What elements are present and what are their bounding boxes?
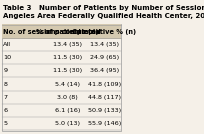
Text: Angeles Area Federally Qualified Health Center, 2015-2016: Angeles Area Federally Qualified Health … xyxy=(3,13,204,19)
Text: 11.5 (30): 11.5 (30) xyxy=(53,55,82,60)
Text: 9: 9 xyxy=(3,68,7,73)
Text: All: All xyxy=(3,42,11,47)
Text: 44.8 (117): 44.8 (117) xyxy=(88,95,121,100)
Text: 13.4 (35): 13.4 (35) xyxy=(53,42,82,47)
Text: 50.9 (133): 50.9 (133) xyxy=(88,108,121,113)
Text: 6: 6 xyxy=(3,108,7,113)
Text: 55.9 (146): 55.9 (146) xyxy=(88,121,121,126)
Text: 41.8 (109): 41.8 (109) xyxy=(88,82,121,87)
Text: 5: 5 xyxy=(3,121,7,126)
Text: 24.9 (65): 24.9 (65) xyxy=(90,55,119,60)
Text: 11.5 (30): 11.5 (30) xyxy=(53,68,82,73)
Text: 6.1 (16): 6.1 (16) xyxy=(55,108,80,113)
Text: 36.4 (95): 36.4 (95) xyxy=(90,68,119,73)
Bar xyxy=(2,24,121,39)
Text: Cumulative % (n): Cumulative % (n) xyxy=(72,29,136,35)
Text: 5.4 (14): 5.4 (14) xyxy=(55,82,80,87)
Text: 5.0 (13): 5.0 (13) xyxy=(55,121,80,126)
Text: No. of sessions completed: No. of sessions completed xyxy=(3,29,101,35)
Text: 13.4 (35): 13.4 (35) xyxy=(90,42,119,47)
Text: 10: 10 xyxy=(3,55,11,60)
Text: 3.0 (8): 3.0 (8) xyxy=(57,95,78,100)
Text: % of patients (n): % of patients (n) xyxy=(36,29,99,35)
Bar xyxy=(2,24,121,131)
Text: 7: 7 xyxy=(3,95,7,100)
Text: 8: 8 xyxy=(3,82,7,87)
Text: Table 3   Number of Patients by Number of Sessions Compl-: Table 3 Number of Patients by Number of … xyxy=(3,5,204,11)
